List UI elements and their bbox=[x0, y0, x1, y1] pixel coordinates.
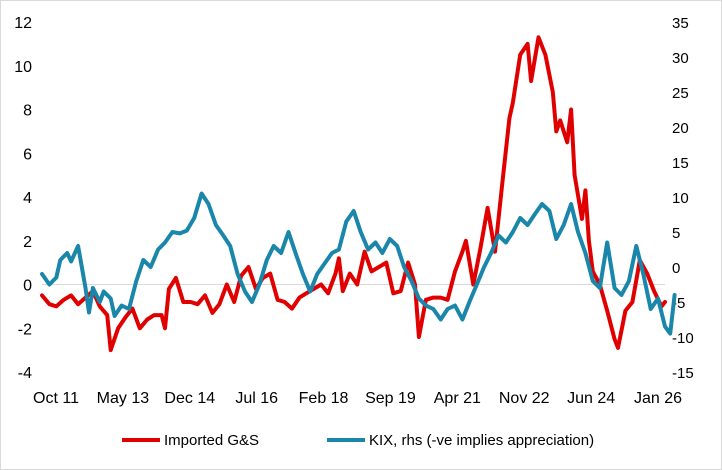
left-axis-ticks: -4 -2 0 2 4 6 8 10 12 bbox=[14, 15, 32, 382]
left-tick-label: -4 bbox=[18, 365, 32, 382]
left-tick-label: 0 bbox=[23, 278, 32, 295]
right-tick-label: 15 bbox=[672, 155, 689, 172]
x-tick-label: May 13 bbox=[97, 390, 150, 407]
left-tick-label: 2 bbox=[23, 234, 32, 251]
series-lines bbox=[40, 35, 677, 353]
left-tick-label: 8 bbox=[23, 103, 32, 120]
right-tick-label: 30 bbox=[672, 50, 689, 67]
x-tick-label: Feb 18 bbox=[299, 390, 349, 407]
x-tick-label: Jul 16 bbox=[235, 390, 278, 407]
x-tick-label: Apr 21 bbox=[434, 390, 481, 407]
right-tick-label: 5 bbox=[672, 225, 680, 242]
x-tick-label: Nov 22 bbox=[499, 390, 550, 407]
x-tick-label: Jun 24 bbox=[567, 390, 615, 407]
x-tick-label: Oct 11 bbox=[33, 390, 79, 407]
left-tick-label: -2 bbox=[18, 321, 32, 338]
right-tick-label: -10 bbox=[672, 330, 694, 347]
legend: Imported G&S KIX, rhs (-ve implies apprec… bbox=[122, 432, 594, 449]
left-tick-label: 12 bbox=[14, 15, 32, 32]
legend-label: Imported G&S bbox=[164, 432, 259, 449]
right-tick-label: 35 bbox=[672, 15, 689, 32]
left-tick-label: 10 bbox=[14, 59, 32, 76]
series-line-imported-gs bbox=[40, 35, 667, 353]
x-tick-label: Dec 14 bbox=[164, 390, 215, 407]
right-tick-label: 20 bbox=[672, 120, 689, 137]
left-tick-label: 4 bbox=[23, 190, 32, 207]
right-tick-label: 10 bbox=[672, 190, 689, 207]
right-tick-label: 25 bbox=[672, 85, 689, 102]
right-tick-label: 0 bbox=[672, 260, 680, 277]
legend-label: KIX, rhs (-ve implies appreciation) bbox=[369, 432, 594, 449]
left-tick-label: 6 bbox=[23, 146, 32, 163]
right-tick-label: -15 bbox=[672, 365, 694, 382]
x-tick-label: Jan 26 bbox=[634, 390, 682, 407]
series-line-kix bbox=[40, 191, 677, 336]
x-tick-label: Sep 19 bbox=[365, 390, 416, 407]
x-axis-ticks: Oct 11 May 13 Dec 14 Jul 16 Feb 18 Sep 19 Apr … bbox=[33, 390, 682, 407]
